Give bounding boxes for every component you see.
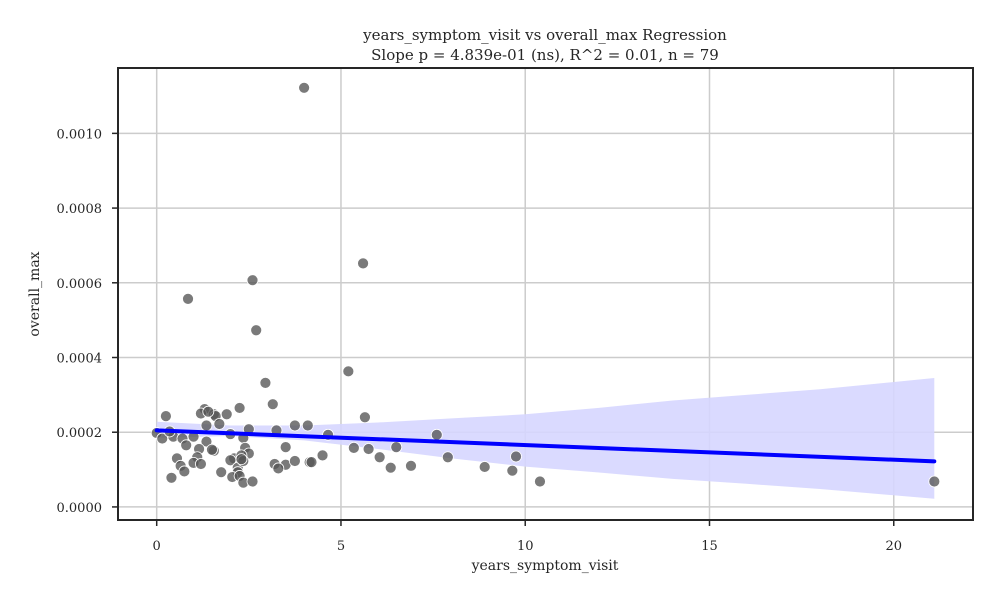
data-point	[405, 459, 417, 472]
plot-frame	[117, 67, 974, 521]
data-point	[316, 449, 329, 462]
data-point	[478, 461, 491, 473]
data-point	[373, 451, 386, 464]
data-point	[220, 408, 233, 421]
regression-line	[154, 428, 937, 464]
data-point	[534, 475, 546, 488]
data-point	[288, 455, 301, 467]
data-point	[362, 443, 375, 455]
data-point	[390, 441, 403, 454]
data-point	[160, 410, 172, 423]
data-point	[246, 274, 259, 287]
data-point	[156, 432, 169, 445]
data-point	[430, 428, 443, 441]
data-point	[347, 442, 360, 454]
data-point	[301, 419, 314, 432]
chart-title: years_symptom_visit vs overall_max Regre…	[362, 26, 727, 44]
x-axis-ticks: 0 5 10 15 20	[153, 520, 902, 554]
data-point	[305, 456, 318, 468]
data-point	[266, 398, 279, 411]
regression-line-layer	[154, 428, 937, 464]
data-point	[510, 450, 522, 463]
confidence-band-layer	[156, 378, 935, 499]
data-point	[357, 257, 369, 270]
y-tick-label: 0.0008	[57, 202, 103, 217]
y-tick-label: 0.0000	[57, 501, 103, 516]
y-tick-label: 0.0002	[57, 426, 103, 441]
data-point	[202, 405, 215, 418]
data-point	[165, 471, 178, 484]
data-point	[928, 475, 941, 488]
y-axis-label: overall_max	[27, 251, 43, 336]
x-axis-label: years_symptom_visit	[471, 558, 619, 574]
data-point	[215, 466, 228, 479]
data-point	[200, 435, 213, 448]
x-tick-label: 5	[337, 539, 345, 554]
data-point	[279, 441, 292, 454]
data-point	[200, 419, 213, 432]
data-point	[246, 475, 259, 488]
data-point	[235, 453, 248, 466]
data-point	[180, 439, 193, 452]
data-point	[178, 465, 191, 478]
data-point	[298, 81, 311, 94]
data-point	[359, 411, 371, 424]
data-point	[182, 292, 194, 305]
y-axis-ticks: 0.0000 0.0002 0.0004 0.0006 0.0008 0.0010	[57, 127, 118, 516]
data-point	[272, 462, 285, 475]
data-point	[288, 419, 301, 432]
data-point	[384, 461, 397, 474]
x-tick-label: 10	[517, 539, 534, 554]
data-point	[342, 365, 355, 378]
data-point	[250, 324, 263, 337]
confidence-band	[156, 378, 935, 499]
data-point	[506, 464, 519, 477]
y-tick-label: 0.0006	[57, 277, 103, 292]
data-point	[195, 458, 207, 470]
x-tick-label: 15	[701, 539, 718, 554]
data-point	[259, 377, 272, 389]
y-tick-label: 0.0004	[57, 352, 103, 367]
data-point	[233, 402, 246, 414]
y-tick-label: 0.0010	[57, 127, 103, 142]
data-point	[441, 451, 454, 464]
chart-subtitle: Slope p = 4.839e-01 (ns), R^2 = 0.01, n …	[371, 46, 719, 64]
data-point	[213, 418, 226, 430]
data-point	[206, 443, 218, 456]
x-tick-label: 20	[885, 539, 902, 554]
x-tick-label: 0	[153, 539, 161, 554]
